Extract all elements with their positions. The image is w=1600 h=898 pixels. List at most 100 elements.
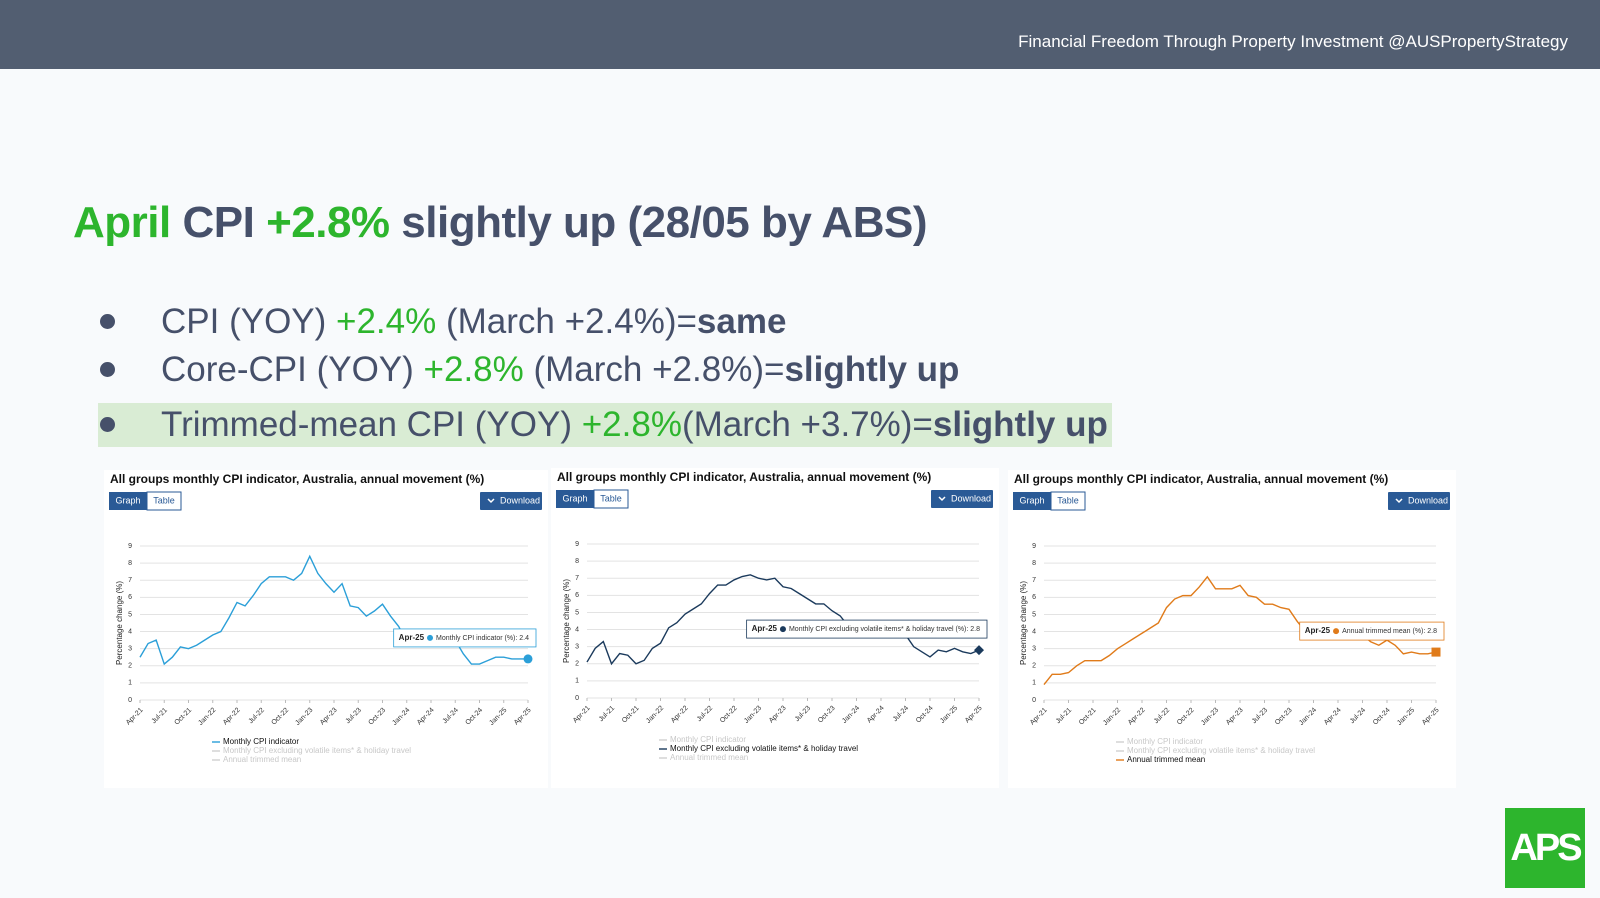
button[interactable] [931, 490, 993, 508]
legend-label[interactable]: Monthly CPI excluding volatile items* & … [1127, 746, 1315, 755]
button[interactable] [1013, 492, 1051, 510]
y-tick-label: 7 [575, 575, 579, 582]
y-tick-label: 5 [575, 609, 579, 616]
y-tick-label: 8 [128, 560, 132, 567]
x-tick-label: Oct-21 [1078, 707, 1098, 727]
chart: All groups monthly CPI indicator, Austra… [556, 470, 993, 762]
legend-label[interactable]: Monthly CPI indicator [223, 737, 299, 746]
x-tick-label: Jan-23 [1200, 707, 1220, 727]
y-tick-label: 5 [1032, 611, 1036, 618]
button-label[interactable]: Graph [562, 493, 587, 503]
button-label[interactable]: Download [951, 493, 991, 503]
x-tick-label: Apr-21 [1029, 707, 1049, 727]
y-tick-label: 9 [128, 543, 132, 550]
chart-title: All groups monthly CPI indicator, Austra… [557, 470, 931, 484]
x-tick-label: Jan-25 [1396, 707, 1416, 727]
button[interactable] [109, 492, 147, 510]
x-tick-label: Jan-23 [294, 707, 314, 727]
x-tick-label: Apr-25 [513, 707, 533, 727]
y-tick-label: 1 [128, 680, 132, 687]
x-tick-label: Oct-22 [719, 705, 739, 725]
x-tick-label: Jan-24 [841, 705, 861, 725]
series-line [1043, 575, 1437, 686]
button[interactable] [593, 489, 629, 509]
bullet-label: Trimmed-mean CPI (YOY) [161, 405, 572, 444]
x-tick-label: Oct-23 [1274, 707, 1294, 727]
bullet-verdict: slightly up [784, 350, 960, 389]
tooltip-box [393, 628, 537, 648]
bullet-label: CPI (YOY) [161, 302, 327, 341]
x-tick-label: Jul-21 [151, 707, 170, 726]
x-tick-label: Oct-22 [270, 707, 290, 727]
x-tick-label: Oct-21 [173, 707, 193, 727]
title-part: +2.8% [266, 198, 390, 247]
title-part: CPI [182, 198, 255, 247]
x-tick-label: Apr-24 [1323, 707, 1343, 727]
y-tick-label: 4 [1032, 628, 1036, 635]
legend-label[interactable]: Annual trimmed mean [223, 755, 301, 764]
y-tick-label: 3 [575, 644, 579, 651]
x-tick-label: Oct-22 [1176, 707, 1196, 727]
x-tick-label: Oct-23 [817, 705, 837, 725]
tooltip-dot [1333, 628, 1340, 635]
button-label[interactable]: Table [153, 495, 175, 505]
button[interactable] [1388, 492, 1450, 510]
tooltip-dot [779, 626, 786, 633]
x-tick-label: Apr-22 [222, 707, 242, 727]
header-text: Financial Freedom Through Property Inves… [1018, 32, 1568, 51]
bullet-verdict: slightly up [932, 405, 1108, 444]
bullet: Trimmed-mean CPI (YOY) +2.8%(March +3.7%… [98, 403, 1112, 447]
y-tick-label: 1 [575, 678, 579, 685]
x-tick-label: Jan-22 [645, 705, 665, 725]
button[interactable] [146, 491, 182, 511]
button-label[interactable]: Graph [115, 495, 140, 505]
point-marker [1431, 647, 1441, 657]
x-tick-label: Apr-23 [768, 705, 788, 725]
slide-title: April CPI +2.8% slightly up (28/05 by AB… [73, 198, 927, 248]
bullet-value: +2.4% [336, 302, 437, 341]
bullet-dot [100, 314, 115, 330]
x-tick-label: Jul-22 [248, 707, 267, 726]
y-tick-label: 7 [128, 577, 132, 584]
button[interactable] [1050, 491, 1086, 511]
x-tick-label: Jul-21 [598, 705, 617, 724]
x-tick-label: Jan-24 [1298, 707, 1318, 727]
legend-label[interactable]: Monthly CPI indicator [670, 735, 746, 744]
tooltip-box [1299, 621, 1445, 641]
chart: All groups monthly CPI indicator, Austra… [109, 472, 542, 764]
logo: APS [1505, 808, 1585, 888]
x-tick-label: Jul-23 [1251, 707, 1270, 726]
bullet-label: Core-CPI (YOY) [161, 350, 414, 389]
x-tick-label: Jan-25 [488, 707, 508, 727]
legend-label[interactable]: Monthly CPI excluding volatile items* & … [670, 744, 858, 753]
legend-label[interactable]: Monthly CPI excluding volatile items* & … [223, 746, 411, 755]
series-line [586, 574, 980, 666]
button-label[interactable]: Graph [1019, 495, 1044, 505]
x-tick-label: Jul-24 [1349, 707, 1368, 726]
x-tick-label: Oct-23 [367, 707, 387, 727]
button-label[interactable]: Download [500, 495, 540, 505]
y-tick-label: 6 [575, 592, 579, 599]
x-tick-label: Oct-21 [621, 705, 641, 725]
button-icon [1395, 498, 1403, 504]
button[interactable] [480, 492, 542, 510]
button[interactable] [556, 490, 594, 508]
x-tick-label: Apr-25 [964, 705, 984, 725]
chart-panel: All groups monthly CPI indicator, Austra… [551, 468, 999, 788]
y-tick-label: 0 [1032, 697, 1036, 704]
legend-label[interactable]: Monthly CPI indicator [1127, 737, 1203, 746]
chart-title: All groups monthly CPI indicator, Austra… [1014, 472, 1388, 486]
legend-label[interactable]: Annual trimmed mean [670, 753, 748, 762]
legend-label[interactable]: Annual trimmed mean [1127, 755, 1205, 764]
button-label[interactable]: Table [600, 493, 622, 503]
bullet-compare: (March +3.7%)= [681, 405, 933, 444]
tooltip-x: Apr-25 [399, 633, 425, 642]
bullet: CPI (YOY) +2.4% (March +2.4%)=same [98, 300, 786, 344]
x-tick-label: Jan-22 [197, 707, 217, 727]
button-label[interactable]: Table [1057, 495, 1079, 505]
x-tick-label: Apr-23 [1225, 707, 1245, 727]
x-tick-label: Jan-23 [743, 705, 763, 725]
button-label[interactable]: Download [1408, 495, 1448, 505]
y-tick-label: 8 [1032, 560, 1036, 567]
